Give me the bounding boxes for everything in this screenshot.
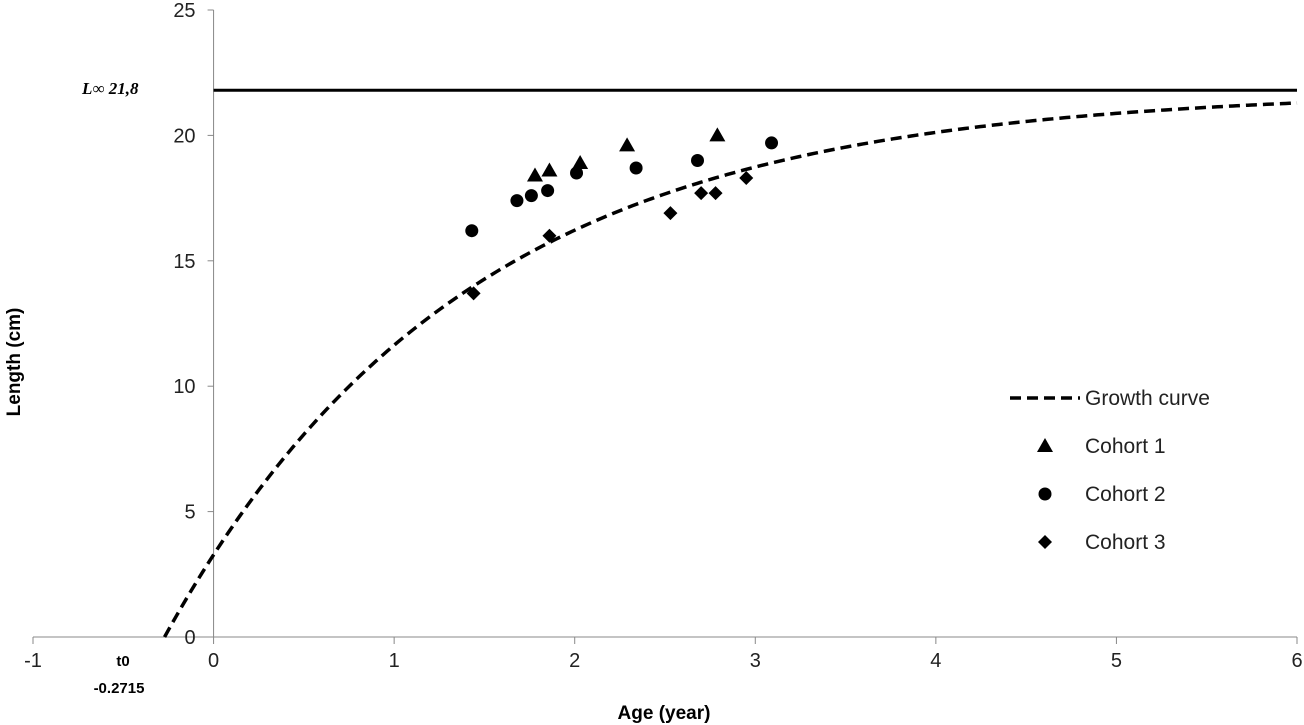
cohort-3-point (466, 286, 481, 301)
cohort-2-point (510, 194, 524, 208)
asymptote-label: L∞ 21,8 (81, 79, 139, 98)
cohort-3-point (663, 206, 678, 221)
t0-value-label: -0.2715 (94, 680, 145, 697)
y-axis-title: Length (cm) (4, 308, 25, 417)
x-tick-label: 6 (1291, 650, 1302, 672)
x-axis-title: Age (year) (618, 703, 711, 724)
x-tick-label: 4 (930, 650, 941, 672)
cohort-2-point (524, 189, 538, 203)
cohort-2-point (570, 166, 584, 180)
cohort-1-point (572, 154, 589, 169)
y-tick-label: 25 (173, 0, 195, 22)
x-tick-label: -1 (24, 650, 42, 672)
cohort-1-point (709, 127, 726, 142)
x-tick-label: 1 (389, 650, 400, 672)
cohort-2-point (765, 136, 779, 150)
axes (33, 10, 1297, 638)
cohort-2-point (541, 184, 555, 198)
cohort-3-point (694, 186, 709, 201)
cohort-1-point (526, 167, 543, 182)
cohort-3-point (542, 228, 557, 243)
cohort-2-point (691, 153, 705, 167)
cohort-3-point (739, 171, 754, 186)
y-tick-label: 20 (173, 125, 195, 147)
cohort-3-point (708, 186, 723, 201)
t0-label: t0 (116, 653, 129, 670)
legend-cohort-2-swatch (1038, 487, 1052, 501)
tick-labels: 0 5 10 15 20 25 -1 0 1 2 3 4 5 6 (24, 0, 1302, 672)
cohort-2-point (629, 161, 643, 175)
cohort-1-point (619, 137, 636, 152)
legend-cohort-2-label: Cohort 2 (1085, 483, 1166, 506)
x-tick-label: 2 (569, 650, 580, 672)
y-tick-label: 5 (184, 502, 195, 524)
x-tick-label: 0 (208, 650, 219, 672)
y-tick-label: 0 (184, 627, 195, 649)
legend-cohort-3-label: Cohort 3 (1085, 531, 1166, 554)
growth-curve-line (163, 101, 1298, 638)
cohort-1-point (541, 162, 558, 177)
legend-cohort-1-swatch (1037, 438, 1053, 452)
legend-growth-curve-label: Growth curve (1085, 387, 1210, 410)
data-points (465, 127, 779, 301)
legend: Growth curve Cohort 1 Cohort 2 Cohort 3 (1010, 387, 1210, 554)
legend-cohort-3-swatch (1038, 535, 1052, 549)
x-tick-label: 3 (750, 650, 761, 672)
y-tick-label: 10 (173, 376, 195, 398)
cohort-2-point (465, 224, 479, 238)
legend-cohort-1-label: Cohort 1 (1085, 435, 1166, 458)
x-tick-label: 5 (1111, 650, 1122, 672)
y-tick-label: 15 (173, 251, 195, 273)
